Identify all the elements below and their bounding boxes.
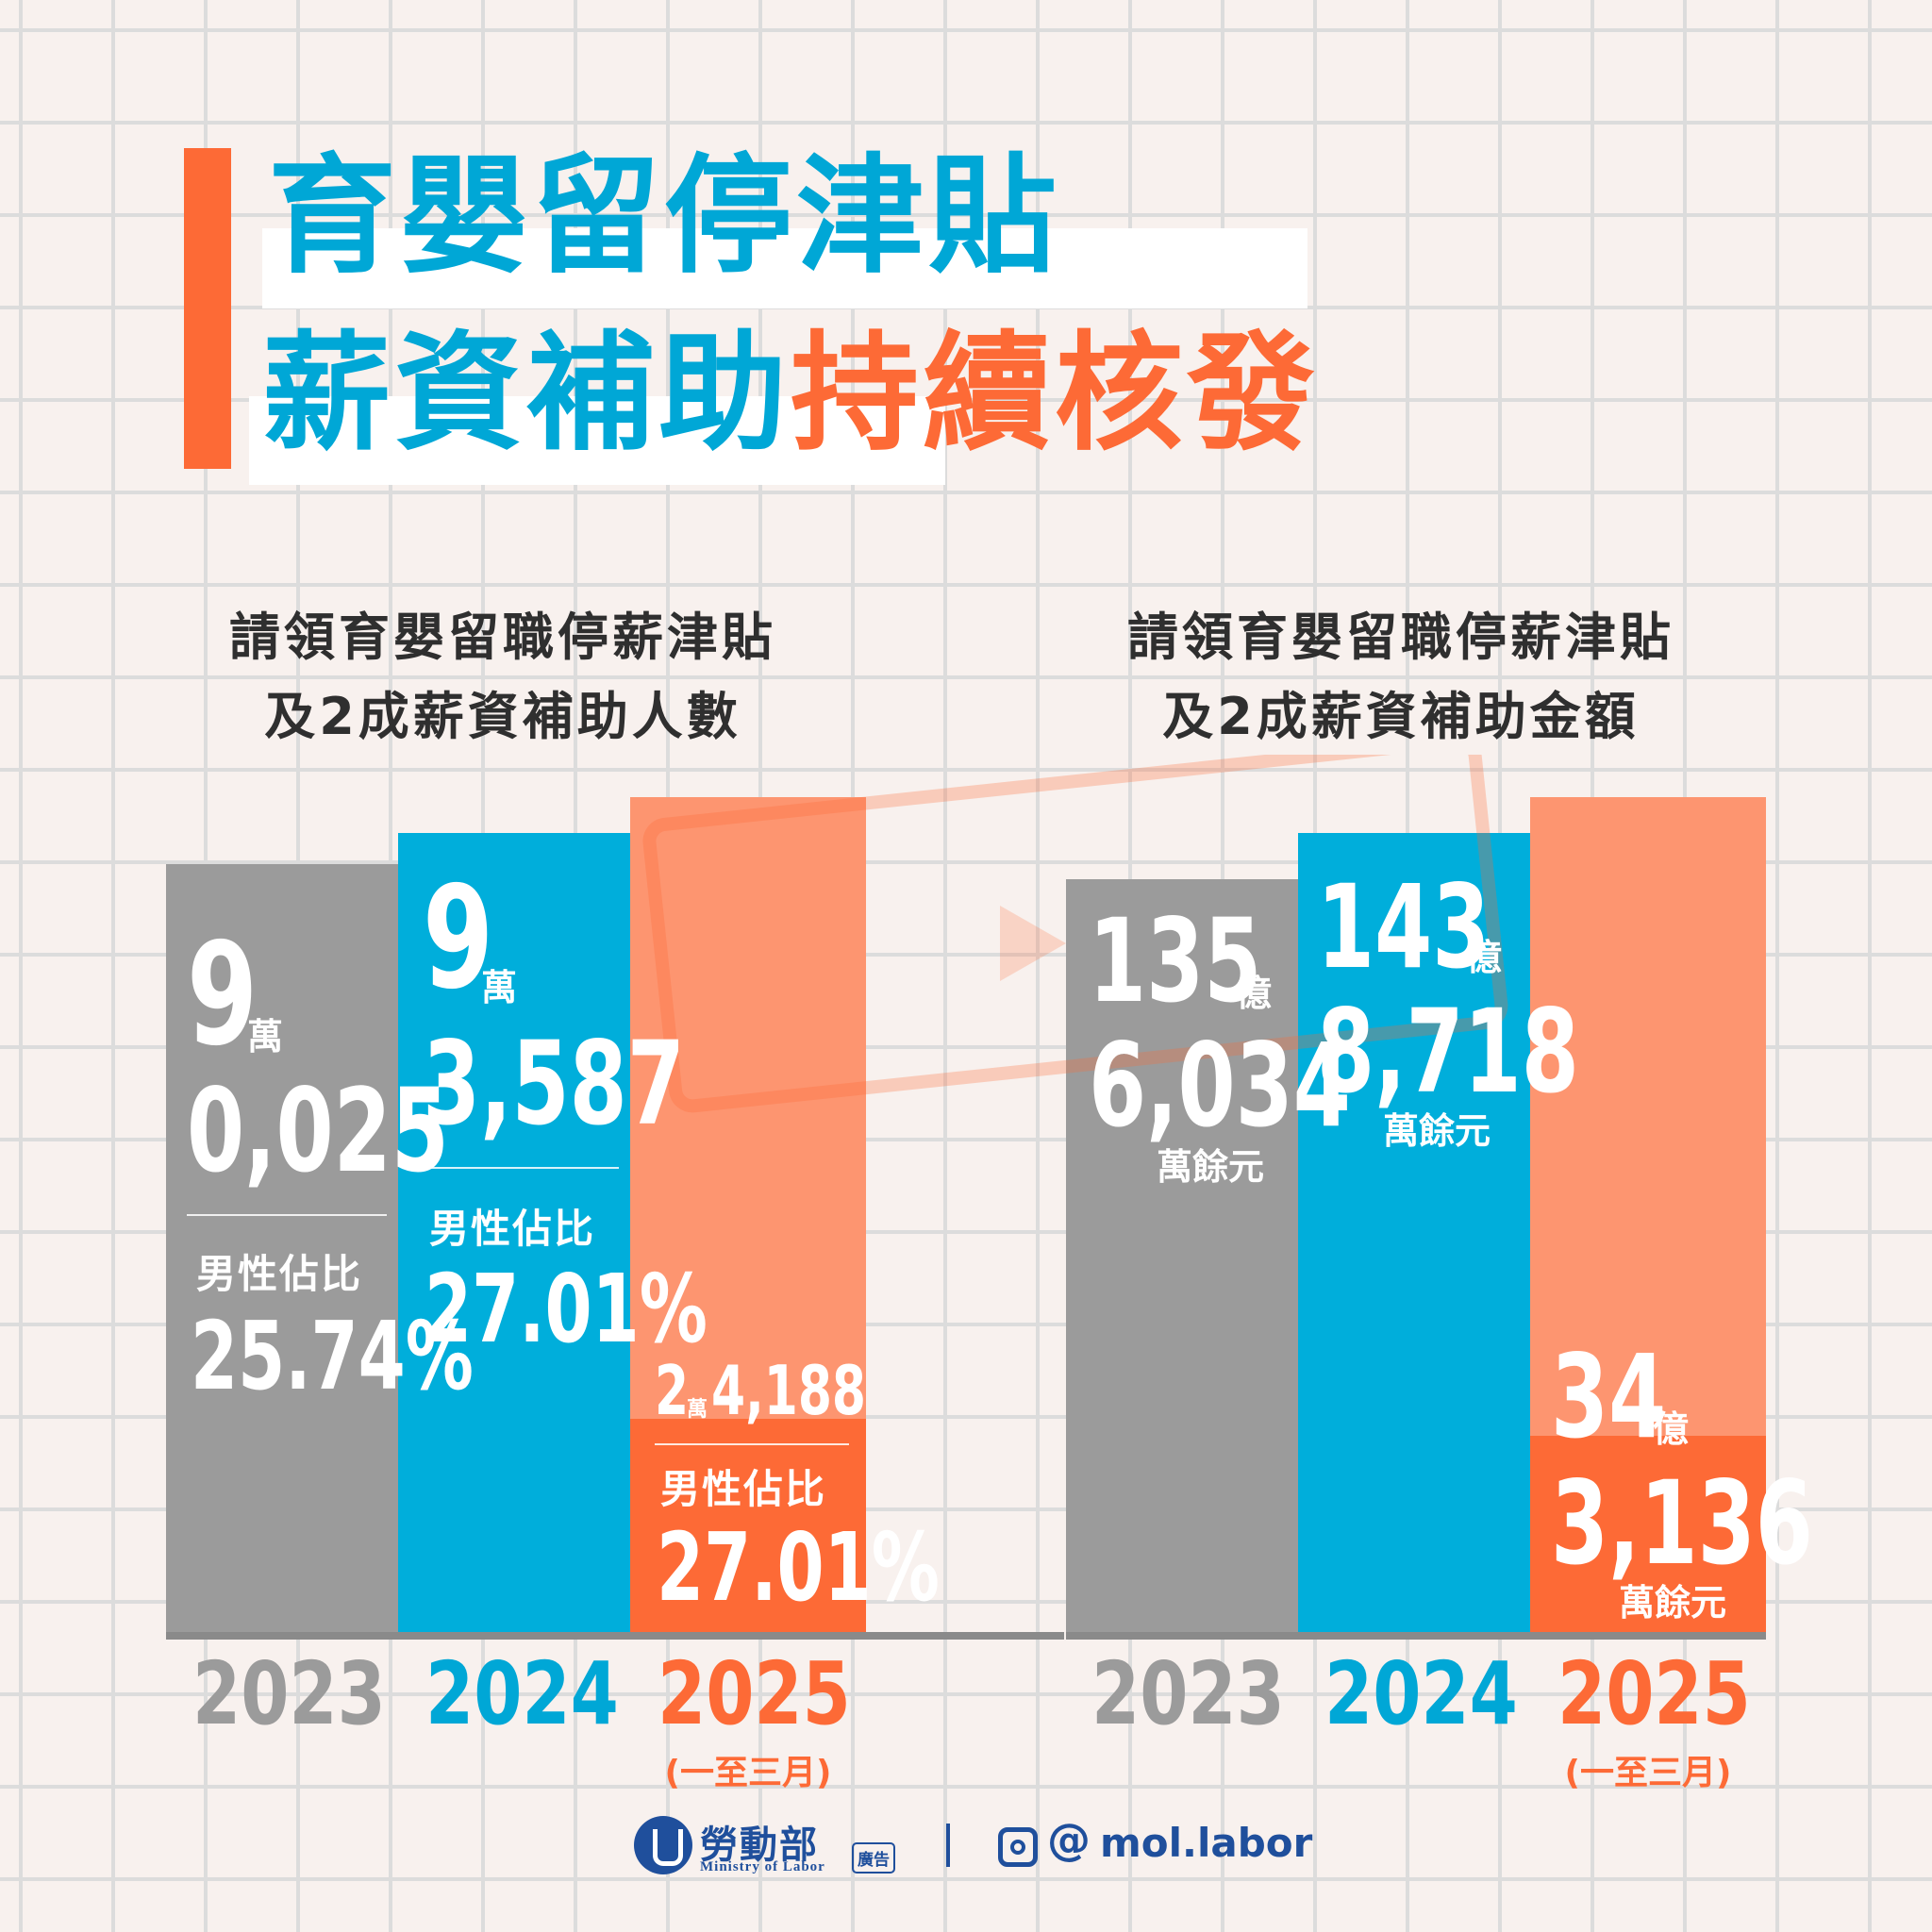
amount-2025-top: 34 xyxy=(1551,1330,1667,1464)
title-line-2-blue: 薪資補助 xyxy=(262,320,791,469)
count-2024-top-unit: 萬 xyxy=(481,967,518,1008)
amount-year-2025: 2025 xyxy=(1557,1643,1751,1744)
title-highlight-1 xyxy=(262,228,1307,308)
chart-2-title-line-2: 及2成薪資補助金額 xyxy=(1162,687,1640,746)
count-2025-divider xyxy=(655,1443,849,1445)
amount-year-2023: 2023 xyxy=(1091,1643,1285,1744)
org-name-en: Ministry of Labor xyxy=(700,1859,825,1874)
amount-2023-bottom: 6,034 xyxy=(1089,1019,1351,1153)
count-2024-divider xyxy=(423,1167,619,1169)
threads-icon[interactable]: @ xyxy=(1047,1814,1091,1865)
footer-divider xyxy=(946,1824,950,1867)
ad-tag: 廣告 xyxy=(852,1842,895,1874)
instagram-icon[interactable] xyxy=(998,1827,1038,1867)
chart-1-baseline xyxy=(166,1632,1064,1640)
count-2024-bottom: 3,587 xyxy=(423,1017,685,1151)
chart-2-baseline xyxy=(1066,1632,1766,1640)
title-highlight-2 xyxy=(249,396,945,485)
count-year-2024: 2024 xyxy=(425,1643,619,1744)
count-2024-top: 9 xyxy=(423,857,494,1021)
amount-year-2024: 2024 xyxy=(1324,1643,1518,1744)
amount-2025-top-unit: 億 xyxy=(1653,1408,1690,1450)
bar-amount-2024 xyxy=(1298,833,1530,1636)
amount-2024-bottom: 8,718 xyxy=(1317,985,1579,1119)
bar-amount-2023 xyxy=(1066,879,1298,1636)
amount-2024-top: 143 xyxy=(1317,860,1491,994)
title-line-2-orange: 持續核發 xyxy=(791,320,1319,469)
bar-amount-2025 xyxy=(1530,1435,1766,1636)
count-2023-top: 9 xyxy=(187,913,258,1077)
count-2025-top-unit: 萬 xyxy=(687,1398,708,1422)
count-year-2025-note: (一至三月) xyxy=(664,1754,832,1792)
count-2023-top-unit: 萬 xyxy=(247,1016,284,1058)
count-year-2025: 2025 xyxy=(658,1643,851,1744)
count-2025-share-label: 男性佔比 xyxy=(660,1466,827,1512)
amount-2025-unit: 萬餘元 xyxy=(1619,1582,1727,1624)
title-accent-bar xyxy=(184,148,231,469)
amount-2024-top-unit: 億 xyxy=(1466,937,1503,978)
chart-1-title: 請領育嬰留職停薪津貼 及2成薪資補助人數 xyxy=(182,598,824,757)
amount-2023-top-unit: 億 xyxy=(1236,973,1273,1014)
bar-count-2025 xyxy=(630,1419,866,1636)
count-2024-share-label: 男性佔比 xyxy=(429,1206,596,1252)
chart-1-title-line-2: 及2成薪資補助人數 xyxy=(264,687,741,746)
amount-2023-unit: 萬餘元 xyxy=(1157,1146,1265,1188)
count-2023-share-label: 男性佔比 xyxy=(196,1251,363,1297)
count-2025-top: 2 xyxy=(655,1351,690,1430)
count-2024-share: 27.01% xyxy=(425,1254,708,1364)
count-year-2023: 2023 xyxy=(192,1643,386,1744)
chart-1-title-line-1: 請領育嬰留職停薪津貼 xyxy=(229,608,776,667)
title-line-1-text: 育嬰留停津貼 xyxy=(268,142,1060,291)
amount-2025-bottom: 3,136 xyxy=(1551,1457,1813,1591)
count-2023-divider xyxy=(187,1214,387,1216)
count-2025-share: 27.01% xyxy=(657,1512,940,1623)
count-2023-bottom: 0,025 xyxy=(187,1064,449,1198)
chart-2-title-line-1: 請領育嬰留職停薪津貼 xyxy=(1127,608,1674,667)
chart-2-title: 請領育嬰留職停薪津貼 及2成薪資補助金額 xyxy=(1080,598,1722,757)
amount-2023-top: 135 xyxy=(1089,894,1262,1028)
footer: 勞動部 Ministry of Labor 廣告 @ mol.labor xyxy=(0,1816,1932,1891)
bar-count-2024 xyxy=(398,833,630,1636)
title-line-2: 薪資補助持續核發 xyxy=(262,330,1319,458)
amount-2024-unit: 萬餘元 xyxy=(1383,1110,1491,1152)
title-line-1: 育嬰留停津貼 xyxy=(268,153,1060,281)
org-name: 勞動部 xyxy=(700,1823,819,1867)
bar-count-2023 xyxy=(166,863,398,1636)
count-2025-bottom: 4,188 xyxy=(711,1351,866,1430)
count-2023-share: 25.74% xyxy=(191,1301,474,1411)
social-handle[interactable]: mol.labor xyxy=(1100,1820,1313,1866)
amount-year-2025-note: (一至三月) xyxy=(1564,1754,1732,1792)
ministry-logo-icon xyxy=(634,1816,692,1874)
